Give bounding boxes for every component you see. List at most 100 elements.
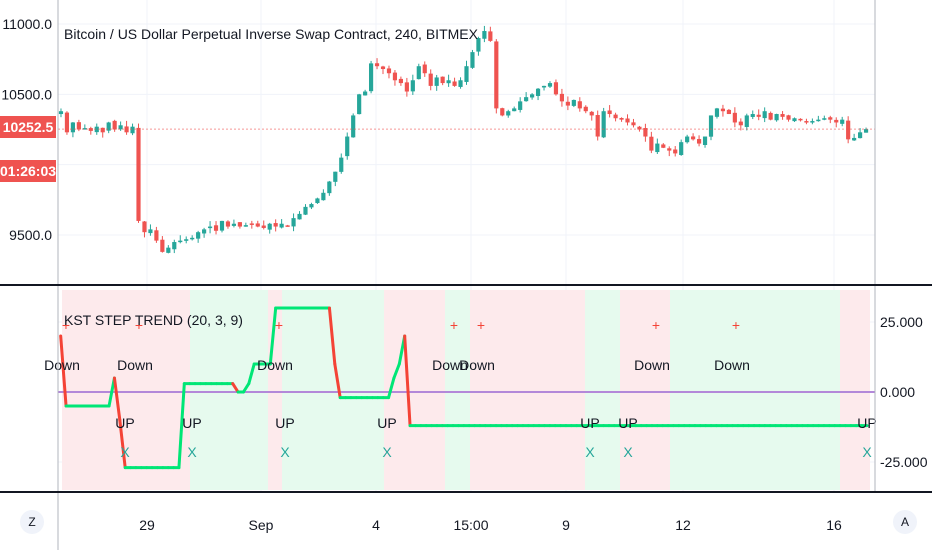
candle-body — [488, 31, 493, 41]
kst-segment — [403, 334, 412, 428]
candle-body — [565, 101, 570, 106]
candle-body — [732, 112, 737, 123]
signal-plus: + — [652, 317, 660, 333]
candle-body — [207, 226, 213, 229]
time-tick-label: 9 — [562, 517, 570, 533]
indicator-tick-label: 25.000 — [880, 314, 923, 330]
indicator-trend-bands — [62, 290, 870, 490]
candle-body — [738, 121, 743, 126]
kst-segment — [387, 376, 396, 400]
candle-body — [708, 115, 714, 137]
kst-segment — [247, 362, 256, 386]
candle-body — [219, 220, 225, 231]
signal-x: X — [280, 444, 290, 460]
signal-down-label: Down — [634, 357, 670, 373]
kst-segment — [59, 334, 68, 408]
candle-body — [184, 239, 189, 241]
candle-body — [583, 106, 588, 112]
candle-body — [386, 68, 392, 74]
trend-band — [282, 290, 384, 490]
signal-plus: + — [732, 317, 740, 333]
candle-body — [118, 125, 123, 130]
kst-segment — [231, 382, 240, 394]
candle-body — [64, 112, 70, 133]
candle-body — [398, 78, 403, 84]
candle-body — [702, 136, 708, 145]
signal-x: X — [585, 444, 595, 460]
signal-up-label: UP — [115, 415, 134, 431]
signal-x: X — [623, 444, 633, 460]
signal-plus: + — [477, 317, 485, 333]
signal-plus: + — [62, 317, 70, 333]
candle-body — [863, 129, 869, 133]
candle-body — [225, 221, 231, 227]
kst-step-line — [58, 306, 875, 470]
candle-body — [714, 108, 720, 117]
candle-body — [828, 117, 833, 120]
time-tick-label: 4 — [372, 517, 380, 533]
candle-body — [267, 223, 272, 230]
candle-body — [482, 31, 487, 39]
signal-plus: + — [450, 317, 458, 333]
time-tick-label: 16 — [826, 517, 842, 533]
candle-body — [339, 157, 344, 172]
candle-body — [392, 72, 398, 81]
candle-body — [822, 118, 827, 120]
signal-x: X — [382, 444, 392, 460]
candle-body — [762, 111, 767, 119]
candle-body — [720, 108, 726, 112]
candle-body — [685, 136, 690, 143]
candle-body — [834, 119, 839, 123]
candle-body — [94, 126, 99, 133]
candle-body — [637, 126, 642, 130]
signal-up-label: UP — [182, 415, 201, 431]
candle-body — [297, 213, 302, 220]
zoom-button[interactable]: Z — [20, 510, 44, 534]
signal-down-label: Down — [432, 357, 468, 373]
trend-band — [585, 290, 620, 490]
candle-body — [196, 232, 201, 239]
candle-body — [368, 63, 374, 92]
signal-up-label: UP — [377, 415, 396, 431]
candle-body — [136, 127, 141, 221]
time-tick-label: 29 — [139, 517, 155, 533]
time-tick-label: Sep — [249, 517, 274, 533]
candle-body — [667, 148, 672, 151]
indicator-title: KST STEP TREND (20, 3, 9) — [64, 312, 243, 328]
time-tick-label: 15:00 — [453, 517, 488, 533]
time-tick-label: 12 — [675, 517, 691, 533]
candle-body — [541, 85, 547, 88]
candle-body — [613, 114, 618, 119]
candle-body — [100, 127, 105, 133]
candle-body — [363, 91, 368, 96]
candle-body — [840, 119, 845, 124]
candle-body — [166, 247, 171, 253]
candle-body — [309, 204, 314, 208]
current-price-tag: 10252.5 — [0, 116, 56, 138]
candle-body — [178, 240, 183, 243]
auto-scale-button[interactable]: A — [893, 510, 917, 534]
candle-body — [553, 82, 559, 95]
candle-body — [673, 149, 678, 154]
trend-band — [670, 290, 840, 490]
candle-body — [631, 122, 636, 126]
candle-body — [452, 81, 457, 86]
candle-body — [160, 239, 165, 252]
candle-body — [500, 108, 505, 116]
candle-body — [172, 242, 177, 250]
kst-segment — [112, 376, 122, 422]
kst-segment — [177, 382, 186, 470]
trend-band — [190, 290, 268, 490]
candle-body — [458, 80, 463, 87]
candle-body — [792, 118, 797, 122]
candle-body — [416, 66, 421, 80]
candle-body — [858, 132, 863, 139]
candle-body — [303, 206, 308, 215]
candle-body — [243, 225, 248, 227]
price-tick-label: 11000.0 — [2, 16, 52, 32]
candle-body — [231, 223, 237, 226]
candle-body — [154, 230, 159, 241]
candle-body — [249, 223, 254, 225]
signal-down-label: Down — [117, 357, 153, 373]
